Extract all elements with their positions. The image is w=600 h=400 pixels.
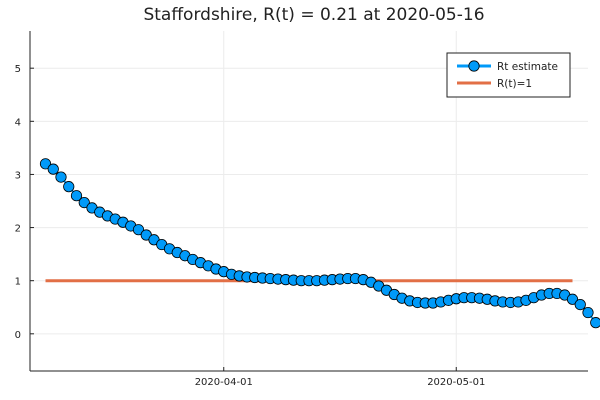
legend-label-rt-estimate: Rt estimate <box>497 61 558 73</box>
data-point <box>582 306 594 319</box>
y-tick-label: 5 <box>15 64 21 75</box>
data-point <box>55 171 67 183</box>
data-point <box>566 293 579 305</box>
x-tick-label: 2020-04-01 <box>195 377 253 388</box>
data-point <box>590 317 600 329</box>
y-tick-label: 1 <box>15 277 21 288</box>
legend-marker-rt-estimate <box>468 60 480 72</box>
y-tick-label: 3 <box>15 170 21 181</box>
chart-title: Staffordshire, R(t) = 0.21 at 2020-05-16 <box>143 5 484 25</box>
data-point <box>78 196 90 209</box>
data-point <box>132 224 145 236</box>
legend: Rt estimate R(t)=1 <box>446 52 571 98</box>
data-point <box>574 298 586 311</box>
legend-label-rt-one: R(t)=1 <box>497 78 532 90</box>
y-tick-label: 2 <box>15 224 21 235</box>
data-point <box>39 158 52 170</box>
y-tick-label: 0 <box>15 330 21 341</box>
axes: 0 1 2 3 4 5 2020-04-01 2020-05-01 <box>15 31 588 388</box>
legend-box <box>446 52 571 98</box>
y-tick-label: 4 <box>15 117 21 128</box>
x-tick-label: 2020-05-01 <box>427 377 485 388</box>
plot-area <box>39 158 600 329</box>
data-point <box>63 181 75 193</box>
data-point <box>70 190 83 202</box>
data-point <box>47 163 59 175</box>
